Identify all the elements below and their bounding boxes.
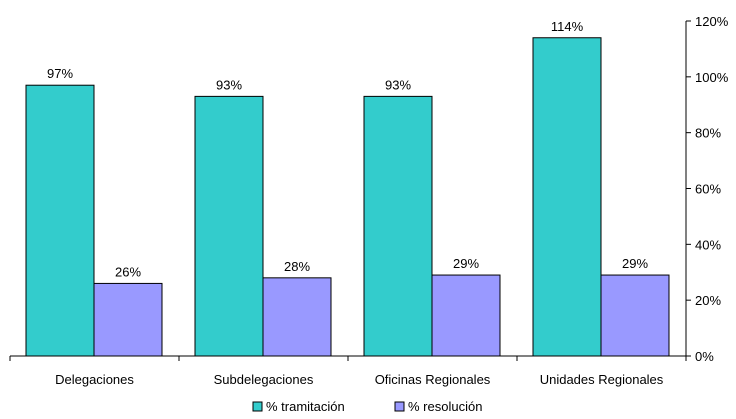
data-label-tramitacion-1: 97% xyxy=(47,66,73,81)
category-label-3: Oficinas Regionales xyxy=(375,372,491,387)
legend-swatch-resolucion xyxy=(394,401,405,412)
y-tick-label: 60% xyxy=(695,182,721,197)
y-tick-label: 100% xyxy=(695,70,729,85)
y-tick-label: 120% xyxy=(695,14,729,29)
category-label-4: Unidades Regionales xyxy=(540,372,664,387)
category-label-2: Subdelegaciones xyxy=(214,372,314,387)
y-tick-label: 80% xyxy=(695,126,721,141)
bar-tramitacion-3 xyxy=(363,95,433,357)
data-label-resolucion-4: 29% xyxy=(622,256,648,271)
data-label-tramitacion-3: 93% xyxy=(385,77,411,92)
data-label-tramitacion-4: 114% xyxy=(551,19,584,34)
legend-label-tramitacion: % tramitación xyxy=(266,399,345,414)
x-axis: Delegaciones Subdelegaciones Oficinas Regi… xyxy=(9,355,687,387)
bar-resolucion-3 xyxy=(431,274,501,357)
bar-resolucion-2 xyxy=(262,277,332,357)
data-label-resolucion-1: 26% xyxy=(115,264,141,279)
category-label-1: Delegaciones xyxy=(55,372,134,387)
legend: % tramitación % resolución xyxy=(252,399,482,414)
y-tick-label: 0% xyxy=(695,349,714,364)
y-tick-label: 40% xyxy=(695,237,721,252)
legend-swatch-tramitacion xyxy=(252,401,263,412)
bar-tramitacion-4 xyxy=(532,37,602,357)
bar-resolucion-1 xyxy=(93,282,163,357)
bar-resolucion-4 xyxy=(600,274,670,357)
data-label-resolucion-3: 29% xyxy=(453,256,479,271)
bar-tramitacion-1 xyxy=(25,84,95,357)
y-tick-label: 20% xyxy=(695,293,721,308)
legend-label-resolucion: % resolución xyxy=(408,399,482,414)
plot-area: 97% 93% 93% 114% 26% 28% 29% 29% xyxy=(25,19,670,357)
y-axis: 0% 20% 40% 60% 80% 100% 120% xyxy=(685,14,729,364)
data-label-resolucion-2: 28% xyxy=(284,259,310,274)
data-label-tramitacion-2: 93% xyxy=(216,77,242,92)
bar-tramitacion-2 xyxy=(194,95,264,357)
